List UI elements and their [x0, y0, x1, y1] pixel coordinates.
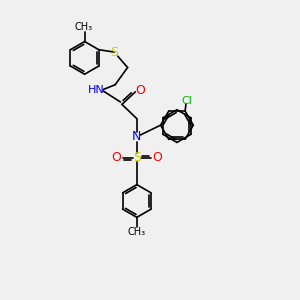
Text: Cl: Cl: [181, 96, 192, 106]
Text: N: N: [132, 130, 142, 143]
Text: O: O: [153, 152, 163, 164]
Text: O: O: [135, 84, 145, 97]
Text: S: S: [110, 46, 118, 59]
Text: CH₃: CH₃: [128, 227, 146, 237]
Text: O: O: [111, 152, 121, 164]
Text: S: S: [133, 152, 141, 164]
Text: HN: HN: [88, 85, 105, 95]
Text: CH₃: CH₃: [74, 22, 92, 32]
